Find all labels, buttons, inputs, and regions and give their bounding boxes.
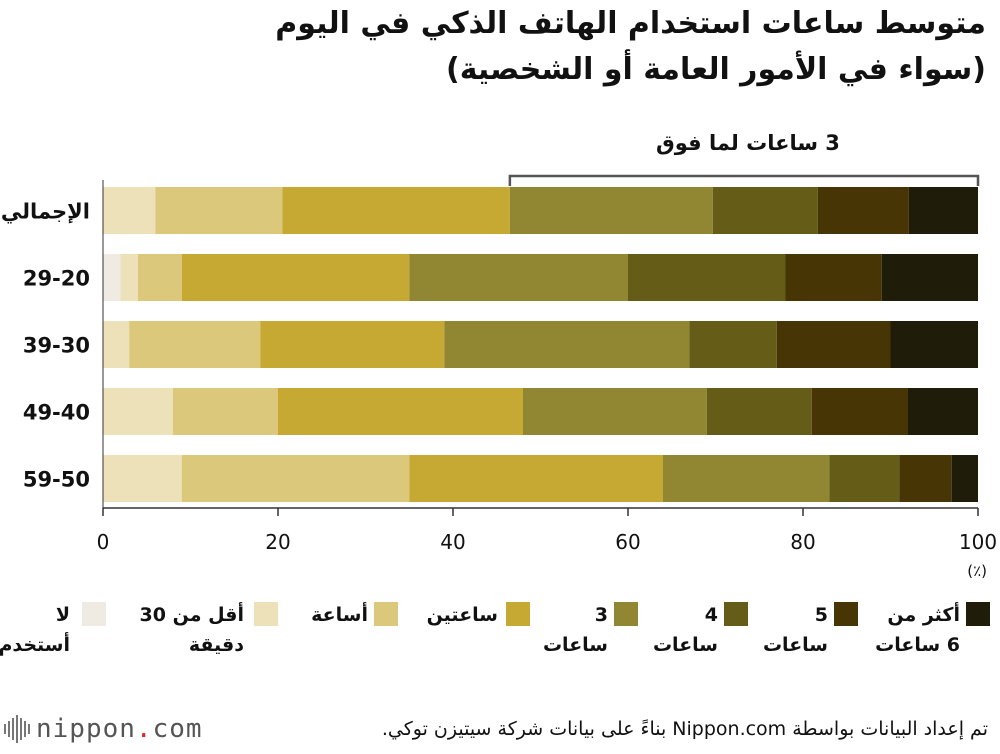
legend-label-six-plus: أكثر من 6 ساعات xyxy=(875,604,960,656)
bar-segment xyxy=(138,254,182,301)
bar-segment xyxy=(444,321,690,368)
bar-segment xyxy=(103,254,121,301)
bar-segment xyxy=(129,321,261,368)
legend-label-five-hours: 5 ساعات xyxy=(762,604,828,656)
chart-title-line1: متوسط ساعات استخدام الهاتف الذكي في اليو… xyxy=(275,6,986,41)
legend-label-three-hours: 3 ساعات xyxy=(542,604,608,656)
bar-segment xyxy=(706,388,812,435)
logo-text: nippon.com xyxy=(36,714,203,744)
bar-segment xyxy=(951,455,978,502)
logo-bars-icon xyxy=(4,715,30,743)
legend-swatch-two-hours xyxy=(506,602,530,626)
unit-label: (٪) xyxy=(967,562,987,580)
legend-swatch-three-hours xyxy=(614,602,638,626)
bar-segment xyxy=(103,187,156,234)
x-tick-label: 40 xyxy=(440,530,465,554)
nippon-logo[interactable]: nippon.com xyxy=(4,712,203,746)
bar-segment xyxy=(120,254,138,301)
x-tick-label: 100 xyxy=(959,530,997,554)
legend-item-five-hours: 5 ساعات xyxy=(760,596,870,696)
bar-segment xyxy=(776,321,891,368)
bar-segment xyxy=(712,187,818,234)
chart-title-line2: (سواء في الأمور العامة أو الشخصية) xyxy=(446,52,986,87)
bar-segment xyxy=(282,187,510,234)
bar-segment xyxy=(103,388,173,435)
bar-segment xyxy=(103,455,182,502)
legend-item-three-hours: 3 ساعات xyxy=(540,596,650,696)
legend-swatch-not-used xyxy=(82,602,106,626)
bar-segment xyxy=(409,254,628,301)
bar-segment xyxy=(908,388,978,435)
logo-suffix: com xyxy=(152,714,203,744)
bracket-label: 3 ساعات لما فوق xyxy=(656,131,840,155)
legend-label-not-used: لا أستخدم xyxy=(0,604,70,656)
legend-item-less-30: أقل من 30 دقيقة xyxy=(120,596,290,696)
legend-item-four-hours: 4 ساعات xyxy=(650,596,760,696)
bar-segment xyxy=(103,321,130,368)
bar-segment xyxy=(890,321,978,368)
bar-segment xyxy=(155,187,283,234)
bracket-3plus xyxy=(508,174,980,186)
source-note: تم إعداد البيانات بواسطة Nippon.com بناء… xyxy=(381,718,988,740)
legend-item-two-hours: ساعتين xyxy=(410,596,540,696)
legend: لا أستخدم أقل من 30 دقيقة أساعة ساعتين 3… xyxy=(0,596,1000,696)
category-label: الإجمالي xyxy=(1,200,90,224)
legend-item-not-used: لا أستخدم xyxy=(0,596,120,696)
bar-segment xyxy=(509,187,713,234)
bar-segment xyxy=(817,187,909,234)
bar-segment xyxy=(628,254,786,301)
category-label: 39-30 xyxy=(23,334,90,358)
bar-segment xyxy=(181,254,410,301)
bar-segment xyxy=(278,388,523,435)
logo-main: nippon xyxy=(36,714,136,744)
bar-segment xyxy=(689,321,777,368)
logo-dot: . xyxy=(135,714,153,744)
category-label: 29-20 xyxy=(23,267,90,291)
x-tick-label: 20 xyxy=(265,530,290,554)
bar-segment xyxy=(409,455,663,502)
bar-segment xyxy=(881,254,978,301)
legend-item-one-hour: أساعة xyxy=(290,596,410,696)
legend-label-less-30: أقل من 30 دقيقة xyxy=(139,604,244,656)
category-label: 59-50 xyxy=(23,468,90,492)
legend-label-two-hours: ساعتين xyxy=(426,604,498,626)
category-label: 49-40 xyxy=(23,401,90,425)
legend-item-six-plus: أكثر من 6 ساعات xyxy=(870,596,1000,696)
bar-segment xyxy=(260,321,445,368)
bar-segment xyxy=(811,388,908,435)
bar-segment xyxy=(181,455,410,502)
x-tick-label: 80 xyxy=(790,530,815,554)
legend-swatch-six-plus xyxy=(966,602,990,626)
legend-label-one-hour: أساعة xyxy=(311,604,368,626)
legend-swatch-five-hours xyxy=(834,602,858,626)
x-tick-label: 0 xyxy=(97,530,110,554)
legend-swatch-less-30 xyxy=(254,602,278,626)
legend-swatch-four-hours xyxy=(724,602,748,626)
bar-segment xyxy=(899,455,952,502)
legend-swatch-one-hour xyxy=(374,602,398,626)
bar-segment xyxy=(785,254,882,301)
bar-segment xyxy=(523,388,707,435)
stacked-bar-chart: الإجمالي 29-20 39-30 49-40 59-50 0 20 40 60 80 100… xyxy=(1,131,997,580)
bar-segment xyxy=(173,388,278,435)
bar-segment xyxy=(663,455,830,502)
legend-label-four-hours: 4 ساعات xyxy=(652,604,718,656)
bar-segment xyxy=(908,187,978,234)
bar-segment xyxy=(829,455,900,502)
x-tick-label: 60 xyxy=(615,530,640,554)
